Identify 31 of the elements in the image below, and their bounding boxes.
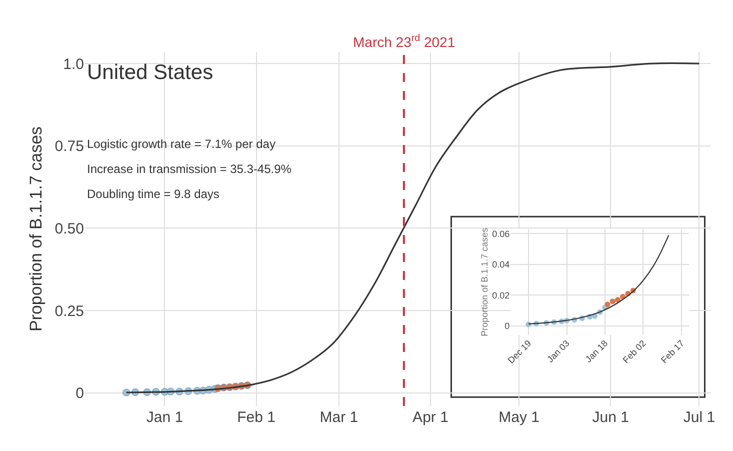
y-tick-label: 0.06 [492,228,510,239]
x-tick-label: Jun 1 [592,409,629,426]
x-tick-label: Apr 1 [412,409,448,426]
y-tick-label: 0.75 [54,138,84,156]
y-tick-label: 0.25 [54,302,84,320]
x-tick-label: Jan 18 [583,338,610,364]
ref-line-label: March 23$^{rd}$ 2021 [353,33,456,50]
point [614,297,621,303]
annotation: Logistic growth rate = 7.1% per day [87,137,276,151]
annotation: Increase in transmission = 35.3-45.9% [87,162,292,176]
x-tick-label: Feb 02 [620,338,648,366]
x-tick-label: May 1 [498,409,540,426]
y-tick-label: 0.04 [492,260,510,270]
annotation: Doubling time = 9.8 days [87,187,220,201]
y-axis-title: Proportion of B.1.1.7 cases [480,227,490,336]
y-tick-label: 0.02 [492,290,510,300]
chart-title: United States [87,61,214,84]
x-tick-label: Jul 1 [683,409,716,426]
point [604,302,610,308]
y-tick-label: 0 [504,321,510,332]
y-tick-label: 0 [76,385,84,402]
y-tick-label: 1.0 [63,56,84,73]
x-tick-label: Feb 17 [659,338,686,366]
point [610,298,616,304]
x-tick-label: Jan 03 [545,338,572,364]
x-tick-label: Jan 1 [146,409,184,426]
y-axis-title: Proportion of B.1.1.7 cases [26,126,46,332]
y-tick-label: 0.50 [54,220,84,238]
x-tick-label: Mar 1 [320,409,358,426]
x-tick-label: Dec 19 [506,338,534,366]
x-tick-label: Feb 1 [237,409,276,426]
